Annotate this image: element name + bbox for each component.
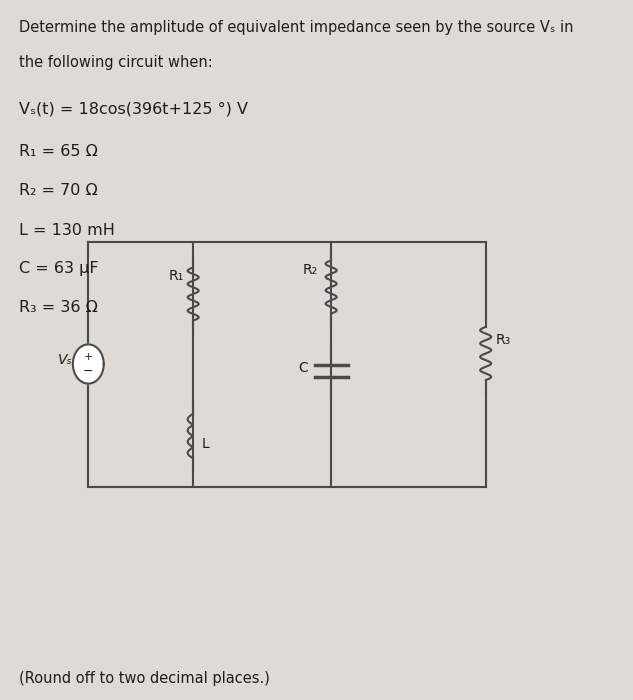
Text: C: C bbox=[298, 360, 308, 374]
Text: R₁: R₁ bbox=[168, 270, 184, 284]
Text: +: + bbox=[84, 352, 93, 362]
Text: R₃: R₃ bbox=[496, 332, 511, 346]
Text: Vₛ(t) = 18cos(396t+125 °) V: Vₛ(t) = 18cos(396t+125 °) V bbox=[20, 102, 248, 116]
Text: −: − bbox=[83, 365, 94, 378]
Text: L: L bbox=[201, 438, 209, 452]
Text: (Round off to two decimal places.): (Round off to two decimal places.) bbox=[20, 671, 270, 685]
Text: the following circuit when:: the following circuit when: bbox=[20, 55, 213, 69]
Text: L = 130 mH: L = 130 mH bbox=[20, 223, 115, 237]
Text: R₂ = 70 Ω: R₂ = 70 Ω bbox=[20, 183, 98, 198]
Text: R₂: R₂ bbox=[303, 262, 318, 276]
Polygon shape bbox=[73, 344, 104, 384]
Text: R₁ = 65 Ω: R₁ = 65 Ω bbox=[20, 144, 98, 158]
Text: Vₛ: Vₛ bbox=[58, 354, 72, 368]
Text: R₃ = 36 Ω: R₃ = 36 Ω bbox=[20, 300, 98, 314]
Text: C = 63 μF: C = 63 μF bbox=[20, 261, 99, 276]
Text: Determine the amplitude of equivalent impedance seen by the source Vₛ in: Determine the amplitude of equivalent im… bbox=[20, 20, 574, 34]
